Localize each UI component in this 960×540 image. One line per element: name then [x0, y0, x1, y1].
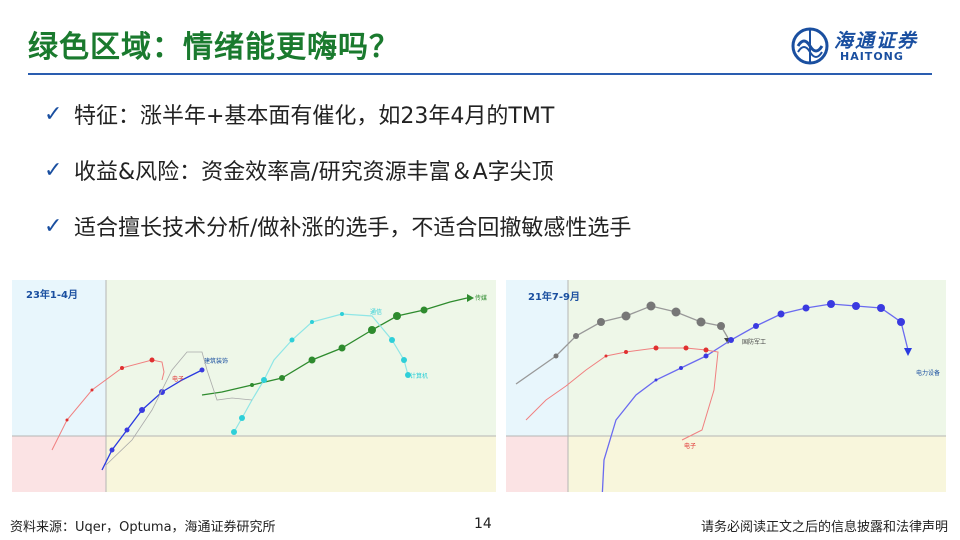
rotation-chart-2021: 21年7-9月 国防军工 电力设备 电子 [506, 280, 946, 501]
label-comm: 通信 [370, 308, 382, 316]
bullet-text: 收益&风险：资金效率高/研究资源丰富＆A字尖顶 [74, 160, 554, 185]
quadrant-red [12, 436, 106, 492]
media-points [250, 306, 428, 387]
quadrant-green [568, 280, 946, 436]
chart-period-label: 23年1-4月 [26, 288, 78, 301]
bullet-item: ✓ 特征：涨半年+基本面有催化，如23年4月的TMT [44, 86, 924, 142]
bullet-text: 特征：涨半年+基本面有催化，如23年4月的TMT [74, 104, 555, 129]
quadrant-red [506, 436, 568, 492]
label-media: 传媒 [475, 294, 487, 302]
bullet-list: ✓ 特征：涨半年+基本面有催化，如23年4月的TMT ✓ 收益&风险：资金效率高… [44, 86, 924, 254]
bullet-item: ✓ 收益&风险：资金效率高/研究资源丰富＆A字尖顶 [44, 142, 924, 198]
media-arrow [467, 294, 474, 302]
power-points [654, 300, 905, 382]
chart-period-label: 21年7-9月 [528, 290, 580, 303]
defense-points [553, 301, 725, 359]
quadrant-blue [12, 280, 106, 436]
comm-points [231, 312, 411, 435]
source-note: 资料来源：Uqer，Optuma，海通证券研究所 [10, 520, 276, 535]
rotation-chart-2023: 23年1-4月 传媒 通信 计算机 建筑装饰 电子 [12, 280, 496, 492]
bullet-text: 适合擅长技术分析/做补涨的选手，不适合回撤敏感性选手 [74, 216, 632, 241]
page-number: 14 [474, 516, 492, 532]
quadrant-yellow [568, 436, 946, 492]
comm-trail [233, 313, 409, 433]
quadrant-yellow [106, 436, 496, 492]
label-computer: 计算机 [410, 372, 428, 380]
logo-text-en: HAITONG [840, 50, 904, 63]
quadrant-blue [506, 280, 568, 436]
label-electronics: 电子 [172, 375, 184, 383]
electronics-points [65, 357, 155, 422]
power-arrow [904, 348, 912, 356]
title-divider [28, 73, 932, 75]
quadrant-green [106, 280, 496, 436]
disclaimer: 请务必阅读正文之后的信息披露和法律声明 [700, 520, 948, 535]
bullet-item: ✓ 适合擅长技术分析/做补涨的选手，不适合回撤敏感性选手 [44, 198, 924, 254]
label-building: 建筑装饰 [204, 357, 228, 365]
check-icon: ✓ [44, 157, 63, 183]
haitong-logo-icon [791, 27, 829, 65]
check-icon: ✓ [44, 101, 63, 127]
electronics-points [604, 345, 709, 358]
power-trail [601, 303, 909, 501]
label-defense: 国防军工 [742, 338, 766, 346]
label-power: 电力设备 [916, 369, 940, 377]
slide-title: 绿色区域：情绪能更嗨吗？ [28, 30, 400, 65]
company-logo: 海通证券 HAITONG [790, 24, 930, 68]
electronics-trail [51, 359, 165, 451]
label-electronics: 电子 [684, 442, 696, 450]
check-icon: ✓ [44, 213, 63, 239]
grey-trail [105, 351, 253, 466]
logo-text-cn: 海通证券 [834, 30, 919, 52]
